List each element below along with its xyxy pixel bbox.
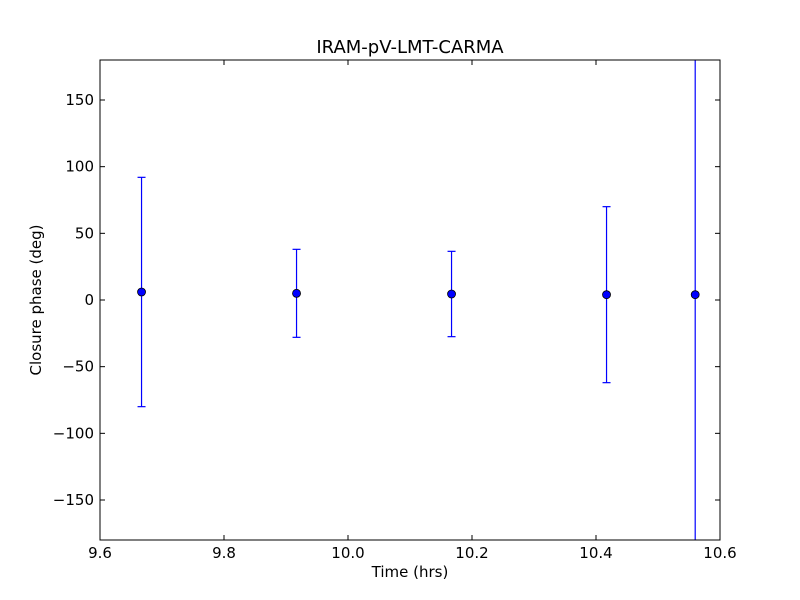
y-tick-label: 0 (84, 291, 94, 309)
y-tick-label: 100 (65, 158, 94, 176)
chart-title: IRAM-pV-LMT-CARMA (316, 37, 504, 58)
x-axis-label: Time (hrs) (371, 563, 449, 581)
data-point (690, 290, 700, 300)
data-point (602, 290, 611, 300)
y-tick-label: −100 (53, 424, 94, 442)
x-tick-label: 10.0 (331, 544, 364, 562)
data-layer (137, 60, 700, 540)
x-tick-label: 10.2 (455, 544, 488, 562)
x-tick-label: 10.4 (579, 544, 612, 562)
y-tick-label: 150 (65, 91, 94, 109)
y-tick-label: −150 (53, 491, 94, 509)
data-point (292, 288, 301, 298)
x-tick-label: 10.6 (703, 544, 736, 562)
data-point (447, 289, 456, 299)
x-tick-label: 9.8 (212, 544, 236, 562)
plot-area (100, 60, 720, 540)
data-point (137, 287, 146, 297)
plot-frame (99, 59, 721, 541)
y-axis-label: Closure phase (deg) (27, 225, 45, 376)
y-tick-label: 50 (75, 224, 94, 242)
tick-layer: 9.6 9.8 10.0 10.2 10.4 10.6 150 100 50 0 −50 −100 −1… (53, 60, 737, 562)
x-tick-label: 9.6 (88, 544, 112, 562)
y-tick-label: −50 (62, 358, 94, 376)
